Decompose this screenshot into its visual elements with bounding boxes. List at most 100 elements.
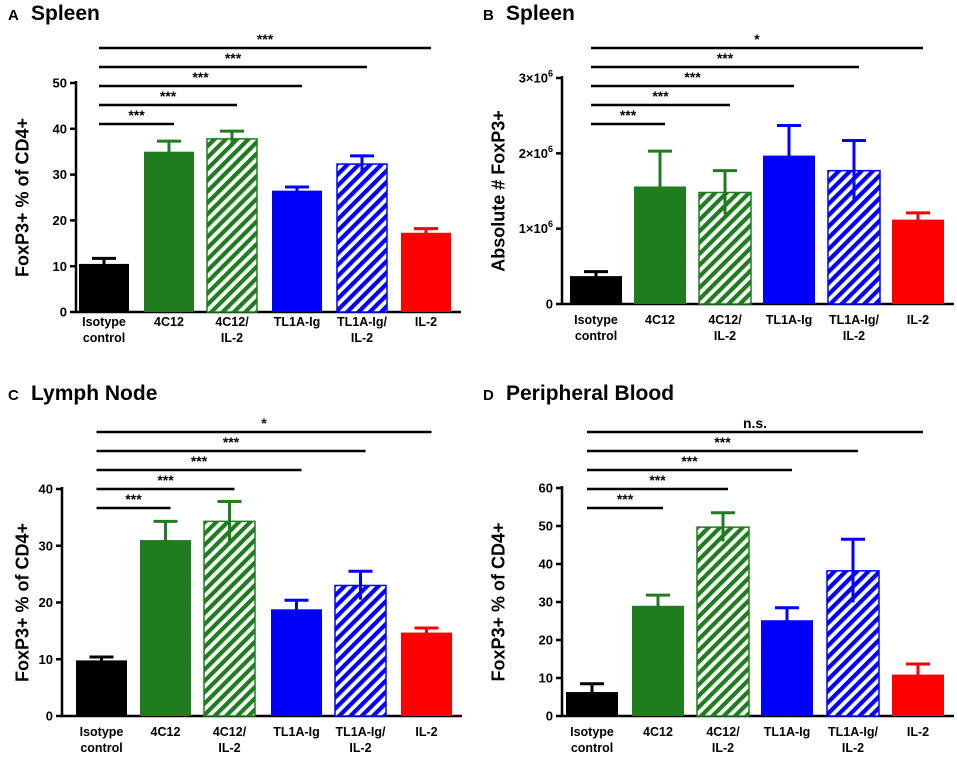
category-label-2: 4C12 bbox=[645, 313, 675, 327]
bar-1 bbox=[79, 263, 129, 312]
bar-1 bbox=[566, 692, 618, 716]
category-label-4: TL1A-Ig bbox=[274, 315, 321, 329]
category-label-6: IL-2 bbox=[907, 725, 929, 739]
category-label-3: 4C12/IL-2 bbox=[706, 725, 740, 753]
significance-label-5: n.s. bbox=[743, 415, 767, 431]
significance-label-1: *** bbox=[125, 491, 142, 507]
y-tick-label: 50 bbox=[539, 519, 553, 534]
bar-6 bbox=[892, 219, 944, 304]
category-label-6: IL-2 bbox=[415, 315, 437, 329]
panel-title: Spleen bbox=[31, 2, 100, 25]
significance-label-5: * bbox=[261, 415, 267, 431]
significance-label-3: *** bbox=[191, 453, 208, 469]
chart-panel-a: A Spleen FoxP3+ % of CD4+ 0 10 20 30 40 50 Isotyp… bbox=[8, 2, 461, 345]
category-label-1: Isotype control bbox=[82, 315, 126, 345]
bar-5 bbox=[334, 584, 387, 717]
bar-5 bbox=[826, 570, 880, 717]
y-tick-label: 20 bbox=[539, 633, 553, 648]
panel-letter: B bbox=[483, 7, 494, 24]
significance-label-3: *** bbox=[681, 453, 698, 469]
bar-4 bbox=[272, 190, 322, 312]
category-label-3: 4C12/IL-2 bbox=[708, 313, 742, 343]
significance-label-4: *** bbox=[717, 50, 734, 66]
y-tick-label: 40 bbox=[53, 121, 67, 136]
y-axis-label: FoxP3+ % of CD4+ bbox=[12, 118, 32, 277]
y-tick-label: 30 bbox=[39, 538, 53, 553]
significance-label-2: *** bbox=[652, 88, 669, 104]
y-tick-label: 0 bbox=[60, 305, 67, 320]
y-axis-label: FoxP3+ % of CD4+ bbox=[488, 522, 508, 681]
chart-panel-b: B Spleen Absolute # FoxP3+ 0 1×106 2×106 3×106… bbox=[483, 2, 954, 343]
category-label-6: IL-2 bbox=[907, 313, 929, 327]
y-tick-label: 40 bbox=[39, 482, 53, 497]
y-tick-label: 20 bbox=[39, 595, 53, 610]
y-tick-label: 40 bbox=[539, 557, 553, 572]
y-tick-label: 30 bbox=[539, 595, 553, 610]
significance-label-2: *** bbox=[649, 472, 666, 488]
panel-letter: C bbox=[8, 387, 19, 404]
bar-1 bbox=[570, 276, 622, 304]
panel-letter: D bbox=[483, 387, 494, 404]
y-tick-label: 10 bbox=[53, 259, 67, 274]
category-label-5: TL1A-Ig/IL-2 bbox=[336, 725, 387, 753]
panel-title: Peripheral Blood bbox=[506, 382, 674, 405]
category-label-3: 4C12/IL-2 bbox=[213, 725, 247, 753]
y-tick-label: 0 bbox=[46, 709, 53, 724]
significance-label-3: *** bbox=[684, 69, 701, 85]
significance-label-3: *** bbox=[192, 69, 209, 85]
y-tick-label: 30 bbox=[53, 167, 67, 182]
chart-panel-c: C Lymph Node FoxP3+ % of CD4+ 0 10 20 30 40 Isot… bbox=[8, 382, 462, 755]
bar-4 bbox=[761, 620, 813, 716]
category-label-4: TL1A-Ig bbox=[764, 725, 811, 739]
bar-6 bbox=[401, 632, 452, 716]
bar-2 bbox=[144, 151, 194, 312]
significance-label-2: *** bbox=[160, 88, 177, 104]
y-tick-label: 1×106 bbox=[519, 219, 553, 236]
bar-1 bbox=[76, 660, 127, 716]
bar-4 bbox=[271, 609, 322, 716]
bar-5 bbox=[336, 163, 388, 313]
y-tick-label: 0 bbox=[546, 297, 553, 312]
panel-title: Lymph Node bbox=[31, 382, 157, 405]
bar-2 bbox=[632, 605, 684, 716]
significance-label-4: *** bbox=[714, 434, 731, 450]
bar-3 bbox=[696, 526, 750, 717]
category-label-1: Isotype control bbox=[574, 313, 618, 343]
y-tick-label: 10 bbox=[539, 671, 553, 686]
category-label-4: TL1A-Ig bbox=[273, 725, 320, 739]
bar-3 bbox=[203, 520, 256, 717]
y-tick-label: 2×106 bbox=[519, 144, 553, 161]
significance-label-5: * bbox=[754, 31, 760, 47]
panel-title: Spleen bbox=[506, 2, 575, 25]
y-tick-label: 50 bbox=[53, 76, 67, 91]
y-tick-label: 10 bbox=[39, 652, 53, 667]
category-label-6: IL-2 bbox=[415, 725, 437, 739]
significance-label-4: *** bbox=[223, 434, 240, 450]
significance-label-1: *** bbox=[617, 491, 634, 507]
panel-letter: A bbox=[8, 7, 19, 24]
category-label-1: Isotype control bbox=[80, 725, 124, 753]
category-label-5: TL1A-Ig/IL-2 bbox=[829, 313, 880, 343]
category-label-2: 4C12 bbox=[643, 725, 673, 739]
significance-label-4: *** bbox=[225, 50, 242, 66]
category-label-4: TL1A-Ig bbox=[766, 313, 813, 327]
y-tick-label: 60 bbox=[539, 481, 553, 496]
category-label-5: TL1A-Ig/IL-2 bbox=[828, 725, 879, 753]
significance-label-2: *** bbox=[157, 472, 174, 488]
y-tick-label: 3×106 bbox=[519, 69, 553, 86]
bar-2 bbox=[140, 540, 191, 716]
y-tick-label: 20 bbox=[53, 213, 67, 228]
category-label-2: 4C12 bbox=[154, 315, 184, 329]
significance-label-1: *** bbox=[128, 107, 145, 123]
category-label-2: 4C12 bbox=[151, 725, 181, 739]
significance-label-5: *** bbox=[257, 31, 274, 47]
category-label-1: Isotype control bbox=[570, 725, 614, 753]
chart-panel-d: D Peripheral Blood FoxP3+ % of CD4+ 0 10 20 30… bbox=[483, 382, 954, 755]
bar-6 bbox=[401, 232, 451, 312]
bar-3 bbox=[206, 138, 258, 313]
y-axis-label: Absolute # FoxP3+ bbox=[488, 110, 508, 272]
category-label-5: TL1A-Ig/IL-2 bbox=[337, 315, 388, 345]
category-label-3: 4C12/IL-2 bbox=[215, 315, 249, 345]
